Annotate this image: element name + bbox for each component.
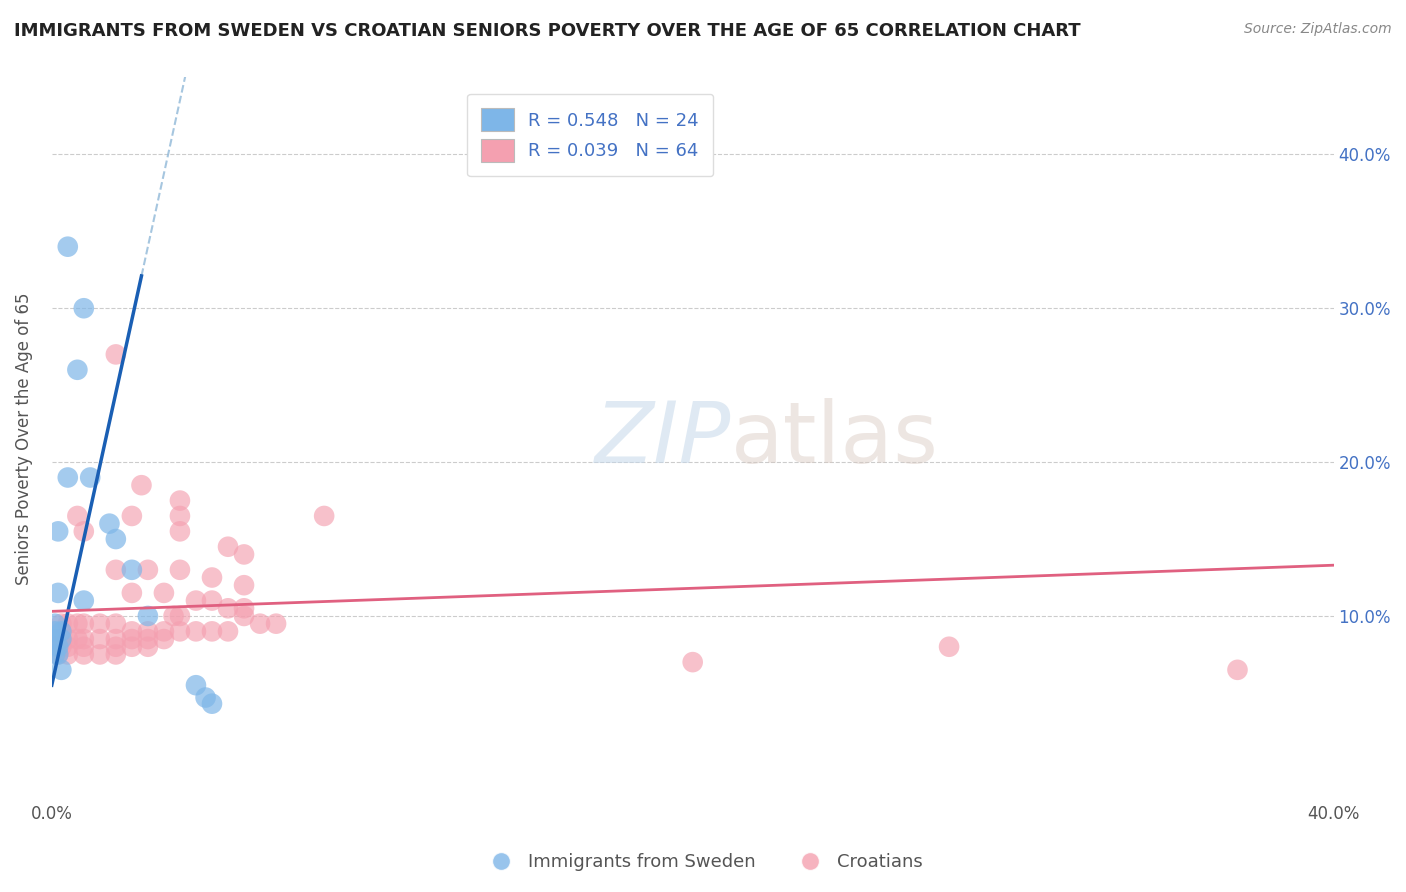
Point <box>44 648 66 662</box>
Text: Source: ZipAtlas.com: Source: ZipAtlas.com <box>1244 22 1392 37</box>
Point <box>51 632 73 646</box>
Point <box>104 563 127 577</box>
Point <box>121 586 143 600</box>
Point <box>194 690 217 705</box>
Point <box>46 524 69 539</box>
Point <box>66 616 89 631</box>
Point <box>169 609 191 624</box>
Point <box>66 632 89 646</box>
Point <box>169 624 191 639</box>
Point <box>121 632 143 646</box>
Point <box>44 632 66 646</box>
Point <box>217 624 239 639</box>
Point <box>233 601 256 615</box>
Point <box>56 470 79 484</box>
Point <box>51 616 73 631</box>
Point <box>51 624 73 639</box>
Point <box>136 609 159 624</box>
Point <box>66 508 89 523</box>
Point <box>46 648 69 662</box>
Point <box>217 601 239 615</box>
Point <box>56 632 79 646</box>
Legend: R = 0.548   N = 24, R = 0.039   N = 64: R = 0.548 N = 24, R = 0.039 N = 64 <box>467 94 713 177</box>
Point <box>89 616 111 631</box>
Point <box>169 493 191 508</box>
Point <box>73 616 96 631</box>
Point <box>136 632 159 646</box>
Point <box>104 532 127 546</box>
Point <box>73 524 96 539</box>
Point <box>121 508 143 523</box>
Point <box>131 478 153 492</box>
Legend: Immigrants from Sweden, Croatians: Immigrants from Sweden, Croatians <box>475 847 931 879</box>
Point <box>89 648 111 662</box>
Point <box>314 508 336 523</box>
Point <box>51 632 73 646</box>
Point <box>136 624 159 639</box>
Point <box>46 640 69 654</box>
Point <box>56 240 79 254</box>
Point <box>184 624 207 639</box>
Point <box>104 616 127 631</box>
Point <box>162 609 184 624</box>
Point <box>184 593 207 607</box>
Point <box>217 540 239 554</box>
Point <box>73 301 96 316</box>
Point <box>136 563 159 577</box>
Point <box>89 632 111 646</box>
Point <box>44 616 66 631</box>
Point <box>249 616 271 631</box>
Point <box>233 548 256 562</box>
Point <box>233 609 256 624</box>
Point <box>121 563 143 577</box>
Point <box>169 524 191 539</box>
Point <box>46 586 69 600</box>
Point <box>169 508 191 523</box>
Point <box>121 640 143 654</box>
Point <box>44 640 66 654</box>
Point <box>56 648 79 662</box>
Point <box>153 632 176 646</box>
Point <box>73 632 96 646</box>
Point <box>153 624 176 639</box>
Point <box>104 632 127 646</box>
Point <box>104 648 127 662</box>
Point <box>136 640 159 654</box>
Point <box>51 663 73 677</box>
Point <box>264 616 287 631</box>
Point <box>184 678 207 692</box>
Point <box>79 470 101 484</box>
Point <box>121 624 143 639</box>
Point <box>73 640 96 654</box>
Point <box>73 593 96 607</box>
Point <box>56 616 79 631</box>
Text: ZIP: ZIP <box>595 398 731 481</box>
Text: IMMIGRANTS FROM SWEDEN VS CROATIAN SENIORS POVERTY OVER THE AGE OF 65 CORRELATIO: IMMIGRANTS FROM SWEDEN VS CROATIAN SENIO… <box>14 22 1081 40</box>
Point <box>233 578 256 592</box>
Point <box>104 347 127 361</box>
Point <box>169 563 191 577</box>
Point <box>1226 663 1249 677</box>
Point <box>938 640 960 654</box>
Point <box>44 624 66 639</box>
Point <box>98 516 121 531</box>
Point <box>51 640 73 654</box>
Point <box>201 593 224 607</box>
Point <box>201 624 224 639</box>
Point <box>46 648 69 662</box>
Point <box>73 648 96 662</box>
Point <box>201 570 224 584</box>
Point <box>153 586 176 600</box>
Point <box>682 655 704 669</box>
Point <box>66 363 89 377</box>
Text: atlas: atlas <box>731 398 939 481</box>
Point <box>104 640 127 654</box>
Point <box>56 640 79 654</box>
Y-axis label: Seniors Poverty Over the Age of 65: Seniors Poverty Over the Age of 65 <box>15 293 32 585</box>
Point <box>201 697 224 711</box>
